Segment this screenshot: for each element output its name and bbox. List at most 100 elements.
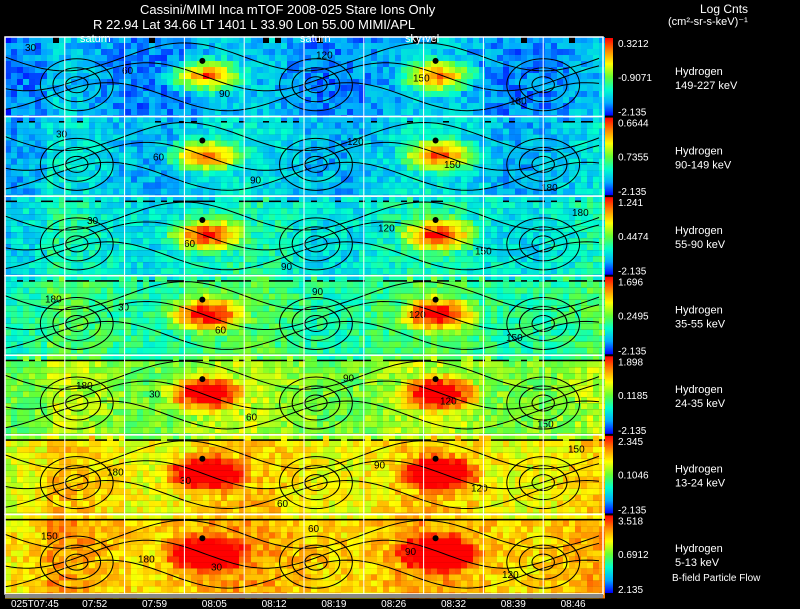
heatmap-cell xyxy=(503,116,509,123)
heatmap-cell xyxy=(65,214,71,221)
heatmap-cell xyxy=(587,202,593,209)
heatmap-cell xyxy=(89,158,95,165)
heatmap-cell xyxy=(137,140,143,147)
heatmap-cell xyxy=(233,73,239,79)
heatmap-cell xyxy=(233,67,239,73)
heatmap-cell xyxy=(419,268,425,275)
heatmap-cell xyxy=(353,73,359,79)
heatmap-cell xyxy=(371,97,377,103)
heatmap-cell xyxy=(167,293,173,300)
heatmap-cell xyxy=(305,214,311,221)
heatmap-cell xyxy=(395,128,401,135)
heatmap-cell xyxy=(239,152,245,159)
heatmap-cell xyxy=(389,97,395,103)
heatmap-cell xyxy=(509,91,515,97)
heatmap-cell xyxy=(263,122,269,129)
heatmap-cell xyxy=(323,182,329,189)
heatmap-cell xyxy=(509,176,515,183)
heatmap-cell xyxy=(227,67,233,73)
heatmap-cell xyxy=(455,317,461,324)
heatmap-cell xyxy=(203,305,209,312)
heatmap-cell xyxy=(551,232,557,239)
heatmap-cell xyxy=(35,37,41,43)
heatmap-cell xyxy=(485,202,491,209)
heatmap-cell xyxy=(59,196,65,203)
heatmap-cell xyxy=(131,256,137,263)
heatmap-cell xyxy=(95,226,101,233)
heatmap-cell xyxy=(461,79,467,85)
heatmap-cell xyxy=(593,43,599,49)
heatmap-cell xyxy=(497,256,503,263)
heatmap-cell xyxy=(305,244,311,251)
heatmap-cell xyxy=(227,293,233,300)
heatmap-cell xyxy=(257,37,263,43)
heatmap-cell xyxy=(167,262,173,269)
heatmap-cell xyxy=(551,134,557,141)
heatmap-cell xyxy=(383,79,389,85)
heatmap-cell xyxy=(377,37,383,43)
heatmap-cell xyxy=(149,176,155,183)
heatmap-cell xyxy=(455,262,461,269)
heatmap-cell xyxy=(173,305,179,312)
heatmap-cell xyxy=(269,238,275,245)
heatmap-cell xyxy=(281,256,287,263)
heatmap-cell xyxy=(89,214,95,221)
heatmap-cell xyxy=(131,152,137,159)
heatmap-cell xyxy=(383,244,389,251)
heatmap-cell xyxy=(299,281,305,288)
heatmap-cell xyxy=(437,188,443,195)
heatmap-cell xyxy=(383,170,389,177)
heatmap-cell xyxy=(11,305,17,312)
heatmap-cell xyxy=(11,140,17,147)
heatmap-cell xyxy=(545,164,551,171)
heatmap-cell xyxy=(473,208,479,215)
heatmap-cell xyxy=(401,85,407,91)
heatmap-cell xyxy=(191,115,197,121)
heatmap-cell xyxy=(281,287,287,294)
heatmap-cell xyxy=(533,274,539,281)
heatmap-cell xyxy=(413,238,419,245)
heatmap-cell xyxy=(593,305,599,312)
heatmap-cell xyxy=(563,196,569,203)
heatmap-cell xyxy=(485,79,491,85)
heatmap-cell xyxy=(5,194,11,201)
heatmap-cell xyxy=(89,49,95,55)
heatmap-cell xyxy=(593,176,599,183)
heatmap-cell xyxy=(221,238,227,245)
heatmap-cell xyxy=(359,244,365,251)
heatmap-cell xyxy=(323,287,329,294)
heatmap-cell xyxy=(83,103,89,109)
heatmap-cell xyxy=(239,103,245,109)
heatmap-cell xyxy=(143,202,149,209)
heatmap-cell xyxy=(269,37,275,43)
heatmap-cell xyxy=(341,55,347,61)
heatmap-cell xyxy=(113,262,119,269)
heatmap-cell xyxy=(383,256,389,263)
heatmap-cell xyxy=(461,103,467,109)
heatmap-cell xyxy=(431,188,437,195)
heatmap-cell xyxy=(263,232,269,239)
heatmap-cell xyxy=(395,176,401,183)
heatmap-cell xyxy=(557,176,563,183)
heatmap-cell xyxy=(71,202,77,209)
heatmap-cell xyxy=(143,268,149,275)
heatmap-cell xyxy=(251,146,257,153)
heatmap-cell xyxy=(281,244,287,251)
heatmap-cell xyxy=(125,305,131,312)
heatmap-cell xyxy=(527,61,533,67)
heatmap-cell xyxy=(425,67,431,73)
heatmap-cell xyxy=(305,238,311,245)
heatmap-cell xyxy=(209,317,215,324)
heatmap-cell xyxy=(587,220,593,227)
heatmap-cell xyxy=(485,188,491,195)
heatmap-cell xyxy=(203,103,209,109)
heatmap-cell xyxy=(335,293,341,300)
heatmap-cell xyxy=(449,262,455,269)
heatmap-cell xyxy=(161,158,167,165)
heatmap-cell xyxy=(371,305,377,312)
heatmap-cell xyxy=(569,122,575,129)
heatmap-cell xyxy=(371,128,377,135)
heatmap-cell xyxy=(167,274,173,281)
heatmap-cell xyxy=(545,116,551,123)
heatmap-cell xyxy=(551,274,557,281)
